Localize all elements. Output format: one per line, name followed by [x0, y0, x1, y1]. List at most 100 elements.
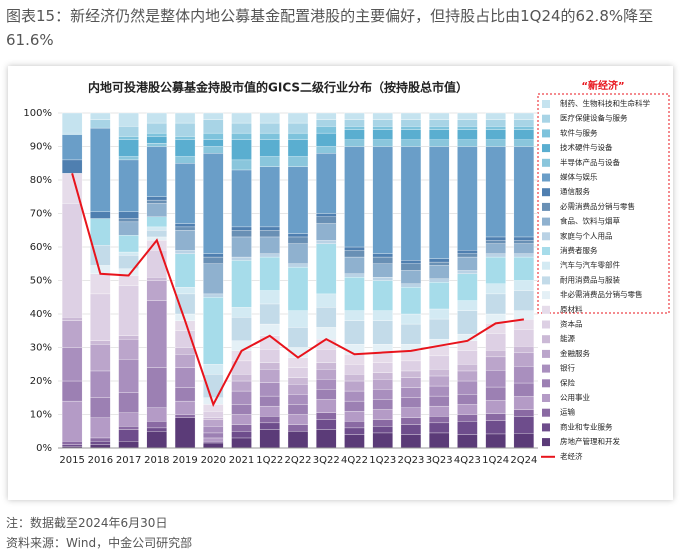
bar-segment	[372, 139, 393, 147]
bar-segment	[61, 203, 83, 318]
bar-segment	[457, 370, 478, 382]
bar-segment	[457, 273, 478, 301]
legend-swatch	[542, 261, 550, 270]
bar-segment	[259, 416, 280, 424]
y-tick-label: 50%	[30, 276, 52, 287]
bar-segment	[429, 258, 450, 263]
bar-segment	[372, 263, 393, 278]
bar-segment	[429, 112, 450, 120]
legend-swatch	[542, 188, 550, 197]
chart-box: 内地可投港股公募基金持股市值的GICS二级行业分布（按持股总市值） “新经济” …	[8, 66, 673, 500]
bar-segment	[372, 419, 393, 427]
bar-segment	[429, 375, 450, 387]
bar-segment	[400, 146, 422, 261]
bar-segment	[485, 283, 506, 295]
bar-segment	[400, 139, 422, 147]
legend-label: 消费者服务	[560, 245, 598, 255]
bar-segment	[259, 156, 280, 167]
bar-segment	[372, 280, 393, 311]
bar-segment	[146, 136, 167, 144]
x-tick-label: 4Q22	[341, 455, 368, 466]
bar-segment	[400, 270, 422, 284]
bar-segment	[287, 112, 309, 124]
bar-segment	[316, 243, 337, 295]
bar-segment	[372, 320, 393, 345]
bar-segment	[316, 429, 337, 449]
bar-segment	[118, 126, 139, 137]
bar-segment	[231, 317, 252, 341]
bar-segment	[513, 119, 535, 127]
bar-segment	[118, 112, 139, 127]
bar-segment	[513, 433, 535, 449]
bar-segment	[429, 369, 450, 377]
bar-segment	[485, 400, 506, 414]
bar-segment	[457, 421, 478, 435]
bar-segment	[174, 163, 196, 224]
bar-segment	[118, 441, 139, 449]
bar-segment	[513, 129, 535, 140]
bar-segment	[61, 444, 83, 447]
annotation: “新经济”	[581, 79, 624, 92]
bar-segment	[174, 250, 196, 254]
bar-segment	[259, 362, 280, 370]
footer-note: 注：数据截至2024年6月30日	[6, 516, 168, 530]
bar-segment	[287, 132, 309, 140]
legend-label: 医疗保健设备与服务	[560, 113, 628, 123]
bar-segment	[259, 422, 280, 430]
bar-segment	[174, 139, 196, 157]
bar-segment	[90, 370, 111, 398]
bar-segment	[231, 437, 252, 449]
bar-segment	[259, 230, 280, 238]
bar-segment	[513, 253, 535, 258]
bar-segment	[344, 374, 365, 382]
bar-segment	[259, 429, 280, 449]
legend-label: 非必需消费品分销与零售	[560, 289, 643, 299]
x-tick-label: 2Q22	[285, 455, 312, 466]
y-tick-label: 100%	[23, 108, 52, 119]
bar-segment	[429, 265, 450, 279]
bar-segment	[203, 146, 224, 154]
bar-segment	[429, 405, 450, 417]
bar-segment	[400, 323, 422, 345]
bar-segment	[146, 300, 167, 368]
bar-segment	[344, 364, 365, 375]
bar-segment	[513, 139, 535, 147]
bar-segment	[118, 251, 139, 256]
bar-segment	[61, 347, 83, 382]
bar-segment	[485, 256, 506, 285]
bar-segment	[174, 347, 196, 355]
bar-segment	[372, 362, 393, 373]
x-tick-label: 2021	[229, 455, 254, 466]
header-title: 图表15：新经济仍然是整体内地公募基金配置港股的主要偏好，但持股占比由1Q24的…	[6, 7, 654, 49]
bar-segment	[429, 395, 450, 407]
bar-segment	[316, 146, 337, 154]
bar-segment	[259, 290, 280, 305]
bar-segment	[316, 213, 337, 217]
bar-segment	[344, 273, 365, 278]
bar-segment	[485, 433, 506, 449]
bar-segment	[90, 112, 111, 120]
bar-segment	[485, 126, 506, 130]
bar-segment	[118, 218, 139, 223]
bar-segment	[90, 437, 111, 442]
bar-segment	[231, 139, 252, 161]
bar-segment	[118, 159, 139, 212]
x-tick-label: 3Q23	[426, 455, 453, 466]
y-tick-label: 70%	[30, 209, 52, 220]
bar-segment	[231, 431, 252, 439]
bar-segment	[174, 354, 196, 368]
bar-segment	[485, 243, 506, 254]
bar-segment	[513, 382, 535, 397]
bar-segment	[513, 146, 535, 238]
bar-segment	[400, 387, 422, 398]
bar-segment	[231, 307, 252, 318]
bar-segment	[400, 424, 422, 435]
bar-segment	[118, 429, 139, 442]
bar-segment	[118, 211, 139, 219]
bar-segment	[513, 240, 535, 244]
bar-segment	[118, 139, 139, 157]
bar-segment	[485, 386, 506, 401]
legend-swatch	[542, 247, 550, 255]
bar-segment	[344, 246, 365, 251]
bar-segment	[457, 270, 478, 274]
